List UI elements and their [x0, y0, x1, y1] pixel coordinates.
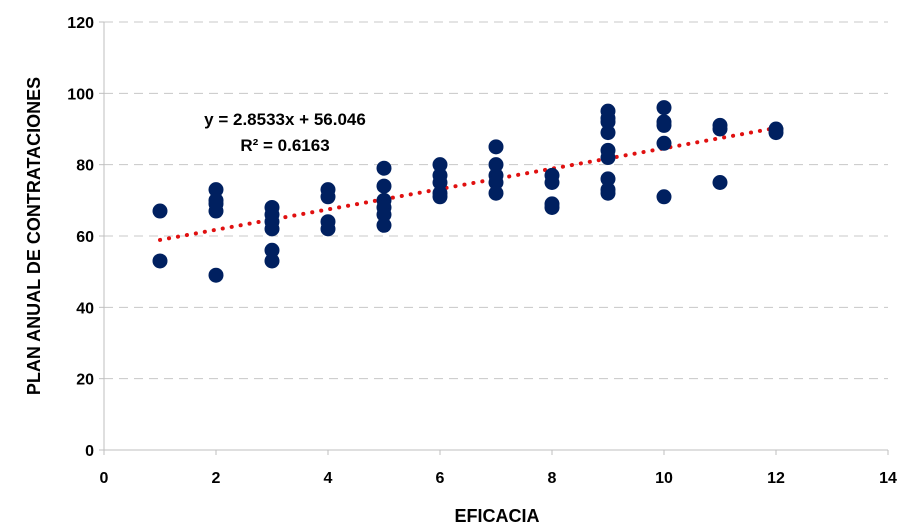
data-point: [600, 125, 616, 141]
y-tick-label: 20: [76, 372, 94, 389]
data-point: [600, 114, 616, 130]
data-point: [320, 221, 336, 237]
data-point: [488, 185, 504, 201]
data-point: [544, 175, 560, 190]
trendline-equation: y = 2.8533x + 56.046: [204, 110, 366, 129]
x-tick-label: 0: [100, 470, 109, 487]
x-tick-label: 10: [655, 470, 673, 487]
r-squared-label: R² = 0.6163: [240, 136, 329, 155]
y-tick-label: 120: [67, 15, 94, 32]
data-point: [656, 100, 672, 116]
x-tick-label: 14: [879, 470, 897, 487]
y-tick-label: 100: [67, 86, 94, 103]
data-point: [376, 207, 392, 223]
data-point: [712, 175, 728, 190]
data-point: [208, 182, 224, 198]
data-points: [152, 100, 784, 283]
data-point: [264, 242, 280, 258]
x-tick-labels: 0 2 4 6 8 10 12 14: [100, 470, 897, 487]
x-tick-label: 8: [548, 470, 557, 487]
data-point: [600, 150, 616, 166]
data-point: [264, 221, 280, 237]
data-point: [656, 135, 672, 151]
data-point: [432, 157, 448, 173]
data-point: [488, 139, 504, 155]
data-point: [432, 175, 448, 190]
x-axis-title: EFICACIA: [455, 506, 540, 526]
data-point: [712, 121, 728, 137]
data-point: [656, 189, 672, 205]
axes: [99, 21, 889, 455]
data-point: [768, 125, 784, 141]
data-point: [600, 185, 616, 201]
data-point: [656, 117, 672, 133]
y-tick-labels: 0 20 40 60 80 100 120: [67, 15, 94, 460]
y-tick-label: 0: [85, 443, 94, 460]
data-point: [208, 203, 224, 219]
data-point: [600, 171, 616, 187]
y-tick-label: 80: [76, 158, 94, 175]
data-point: [488, 157, 504, 173]
x-tick-label: 6: [436, 470, 445, 487]
data-point: [376, 178, 392, 194]
data-point: [152, 203, 168, 219]
data-point: [376, 160, 392, 176]
x-tick-label: 4: [324, 470, 333, 487]
y-axis-title: PLAN ANUAL DE CONTRATACIONES: [24, 77, 44, 395]
data-point: [376, 217, 392, 233]
data-point: [320, 189, 336, 205]
data-point: [152, 253, 168, 269]
y-tick-label: 60: [76, 229, 94, 246]
data-point: [264, 253, 280, 269]
data-point: [488, 175, 504, 190]
x-tick-label: 12: [767, 470, 785, 487]
data-point: [432, 189, 448, 205]
data-point: [208, 267, 224, 283]
data-point: [544, 199, 560, 215]
x-tick-label: 2: [212, 470, 221, 487]
y-tick-label: 40: [76, 300, 94, 317]
